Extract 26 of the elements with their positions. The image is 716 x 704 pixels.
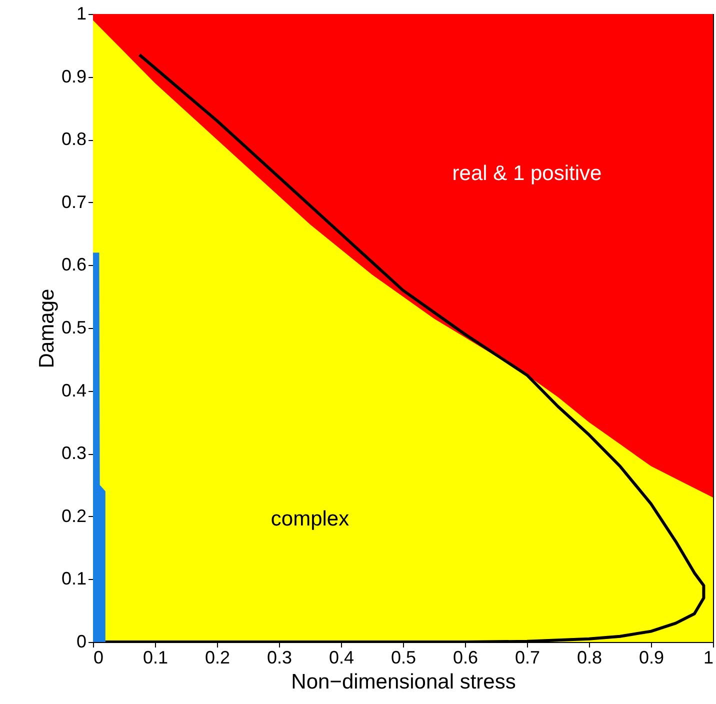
y-tick-label: 0.4 (61, 380, 86, 400)
y-tick-label: 0.1 (61, 568, 86, 589)
x-tick-label: 0.6 (452, 648, 478, 668)
y-tick-label: 0.5 (61, 318, 86, 338)
x-tick-label: 0.5 (390, 648, 416, 668)
y-tick-label: 0.2 (61, 506, 86, 526)
y-tick-label: 0.6 (61, 254, 86, 275)
x-tick-label: 0.8 (576, 648, 602, 668)
annotation: real & 1 positive (452, 162, 602, 186)
y-tick-label: 0.3 (61, 443, 86, 464)
y-tick-label: 0 (76, 632, 86, 652)
y-tick-label: 0.8 (61, 129, 86, 150)
y-axis-title: Damage (35, 288, 58, 368)
x-tick-label: 0.3 (266, 648, 292, 668)
x-tick-label: 0.7 (514, 648, 540, 668)
y-tick-label: 0.7 (61, 192, 86, 212)
annotation: complex (270, 508, 350, 531)
x-tick-label: 0.2 (204, 648, 230, 668)
x-tick-label: 0 (94, 648, 104, 668)
x-tick-label: 1 (703, 648, 714, 668)
x-tick-label: 0.1 (142, 648, 168, 668)
x-tick-label: 0.4 (328, 648, 354, 668)
y-tick-label: 0.9 (61, 66, 86, 86)
x-tick-label: 0.9 (638, 648, 664, 668)
x-axis-title: Non−dimensional stress (291, 670, 516, 694)
y-tick-label: 1 (76, 4, 86, 24)
